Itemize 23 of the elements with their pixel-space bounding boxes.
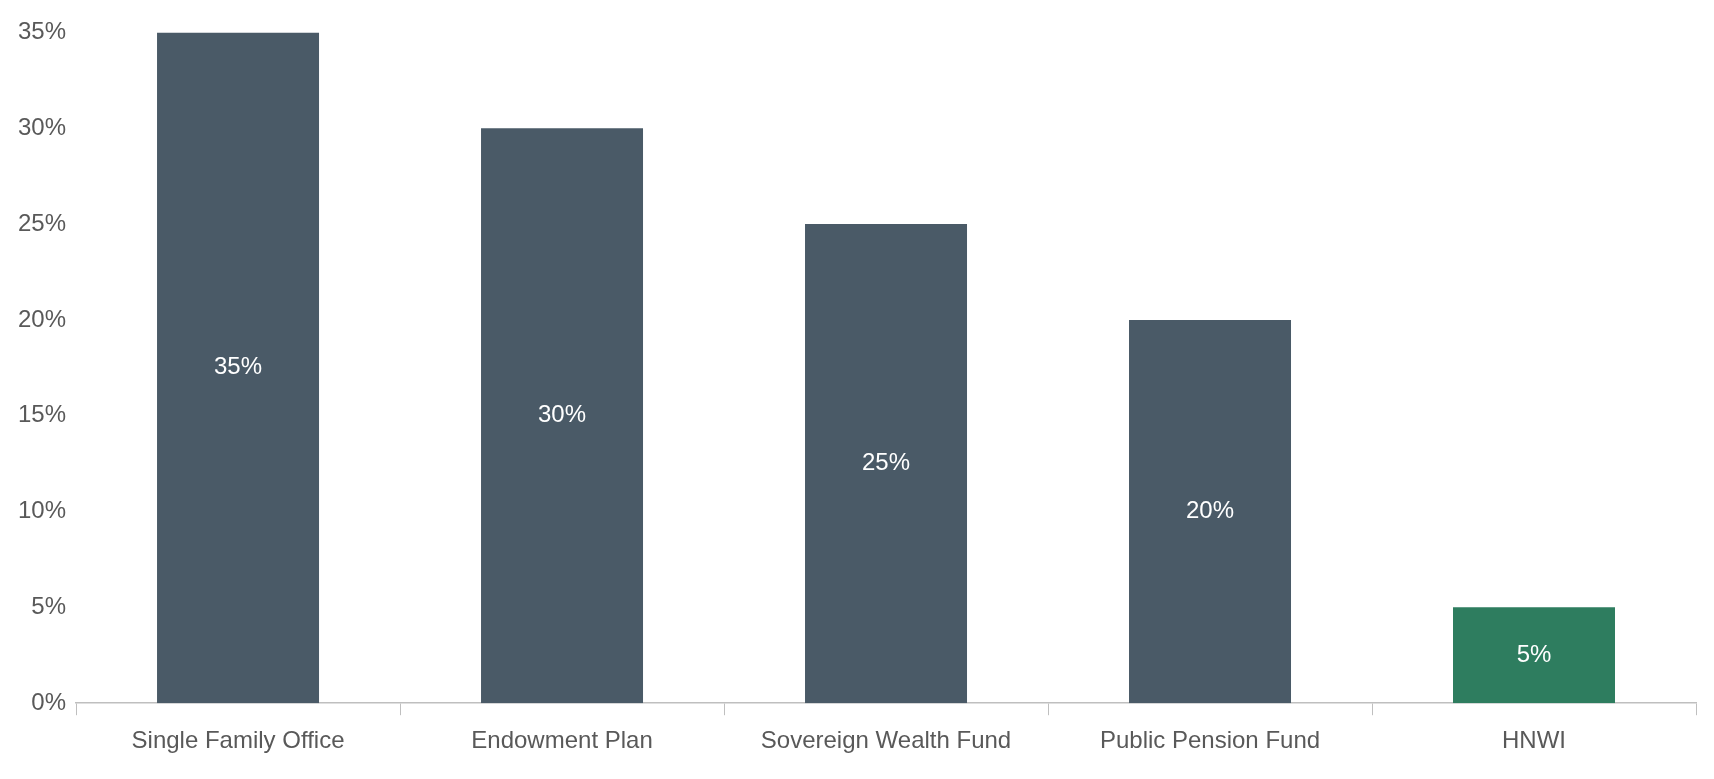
y-tick-label: 10% xyxy=(17,496,67,524)
data-label: 30% xyxy=(538,400,587,428)
bar xyxy=(481,128,644,704)
y-tick-label: 20% xyxy=(17,304,67,332)
y-tick-label: 25% xyxy=(17,208,67,236)
y-tick-label: 30% xyxy=(17,112,67,140)
y-tick-label: 35% xyxy=(17,17,67,45)
x-tick-label: Sovereign Wealth Fund xyxy=(760,726,1012,754)
y-tick-label: 5% xyxy=(31,592,67,619)
y-tick-label: 0% xyxy=(31,687,67,715)
bar xyxy=(805,224,968,704)
x-tick-label: Endowment Plan xyxy=(471,726,653,754)
bar xyxy=(1129,319,1292,704)
x-tick-label: Single Family Office xyxy=(131,726,345,754)
data-label: 25% xyxy=(861,448,911,476)
x-tick-label: HNWI xyxy=(1502,726,1566,754)
bar xyxy=(157,32,320,704)
bar xyxy=(1453,607,1615,704)
data-label: 5% xyxy=(1516,639,1552,667)
data-label: 35% xyxy=(214,352,263,380)
y-tick-label: 15% xyxy=(17,400,67,428)
data-label: 20% xyxy=(1185,496,1235,524)
x-tick-label: Public Pension Fund xyxy=(1099,726,1321,754)
